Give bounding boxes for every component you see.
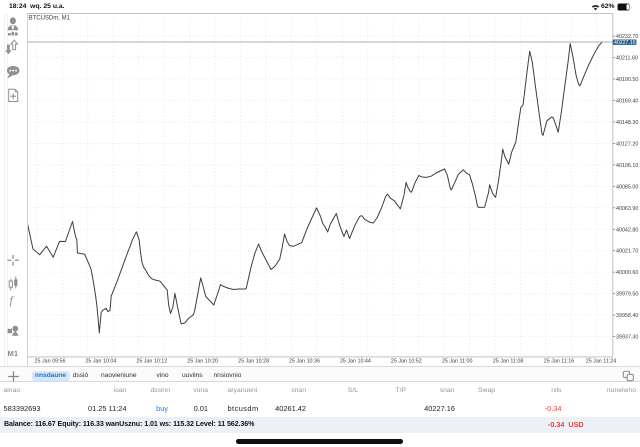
- svg-text:BTCUSDm, M1: BTCUSDm, M1: [29, 16, 71, 22]
- svg-text:25 Jan 09:56: 25 Jan 09:56: [35, 359, 66, 365]
- svg-text:40148.30: 40148.30: [616, 120, 638, 126]
- svg-text:25 Jan 10:28: 25 Jan 10:28: [238, 359, 269, 365]
- svg-text:40106.10: 40106.10: [616, 163, 638, 169]
- svg-text:25 Jan 10:52: 25 Jan 10:52: [391, 359, 422, 365]
- svg-text:39979.50: 39979.50: [616, 292, 638, 298]
- svg-text:40000.60: 40000.60: [616, 270, 638, 276]
- svg-text:25 Jan 11:24: 25 Jan 11:24: [586, 359, 617, 365]
- svg-text:40127.20: 40127.20: [616, 141, 638, 147]
- svg-text:39937.30: 39937.30: [616, 335, 638, 341]
- svg-text:40169.40: 40169.40: [616, 99, 638, 105]
- svg-text:40063.90: 40063.90: [616, 206, 638, 212]
- svg-text:40021.70: 40021.70: [616, 249, 638, 255]
- svg-text:25 Jan 10:04: 25 Jan 10:04: [85, 359, 116, 365]
- svg-text:25 Jan 10:44: 25 Jan 10:44: [340, 359, 371, 365]
- svg-text:25 Jan 10:20: 25 Jan 10:20: [187, 359, 218, 365]
- svg-text:40190.50: 40190.50: [616, 77, 638, 83]
- svg-text:40085.00: 40085.00: [616, 184, 638, 190]
- svg-text:40211.60: 40211.60: [616, 56, 638, 62]
- svg-text:25 Jan 10:12: 25 Jan 10:12: [136, 359, 167, 365]
- svg-text:25 Jan 10:36: 25 Jan 10:36: [289, 359, 320, 365]
- svg-text:40227.16: 40227.16: [614, 40, 636, 46]
- svg-text:39958.40: 39958.40: [616, 313, 638, 319]
- svg-text:25 Jan 11:00: 25 Jan 11:00: [442, 359, 473, 365]
- svg-text:25 Jan 11:16: 25 Jan 11:16: [544, 359, 575, 365]
- svg-text:40232.70: 40232.70: [616, 34, 638, 40]
- svg-text:25 Jan 11:08: 25 Jan 11:08: [493, 359, 524, 365]
- svg-text:40042.80: 40042.80: [616, 227, 638, 233]
